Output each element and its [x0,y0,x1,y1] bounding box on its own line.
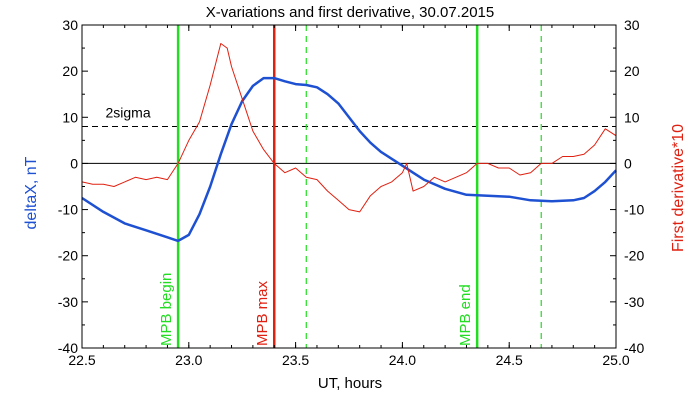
y-tick-label-left: 20 [62,63,78,79]
y-tick-label-right: -20 [624,248,644,264]
mpb-max-label: MPB max [254,280,271,346]
y-tick-label-left: 10 [62,109,78,125]
y-tick-label-right: 0 [624,155,632,171]
chart-title: X-variations and first derivative, 30.07… [206,4,495,21]
hline-label: 2sigma [105,105,150,121]
derivative-series-line [81,43,617,213]
y-tick-label-left: -30 [58,294,78,310]
mpb-end-label: MPB end [457,284,474,346]
x-tick-label: 24.0 [389,352,416,368]
mpb-begin-label: MPB begin [158,273,175,346]
y-tick-label-left: -20 [58,248,78,264]
y-tick-label-right: 30 [624,17,640,33]
x-tick-label: 24.5 [496,352,523,368]
x-tick-label: 25.0 [602,352,629,368]
y-tick-label-right: 10 [624,109,640,125]
y-tick-label-right: -10 [624,202,644,218]
deltax-series-line [81,76,617,243]
y-tick-label-right: -40 [624,340,644,356]
y-tick-label-left: 0 [70,155,78,171]
y-tick-label-right: 20 [624,63,640,79]
x-tick-label: 23.5 [282,352,309,368]
y-tick-label-left: 30 [62,17,78,33]
y-axis-label-right: First derivative*10 [670,124,687,252]
x-tick-label: 22.5 [68,352,95,368]
y-tick-label-right: -30 [624,294,644,310]
plot-layer: 2sigma MPB begin MPB max MPB end 22.5 23.0 23.… [58,17,645,368]
y-axis-label-left: deltaX, nT [23,156,40,229]
x-axis-label: UT, hours [318,375,382,392]
y-tick-label-left: -40 [58,340,78,356]
x-tick-label: 23.0 [175,352,202,368]
y-tick-label-left: -10 [58,202,78,218]
